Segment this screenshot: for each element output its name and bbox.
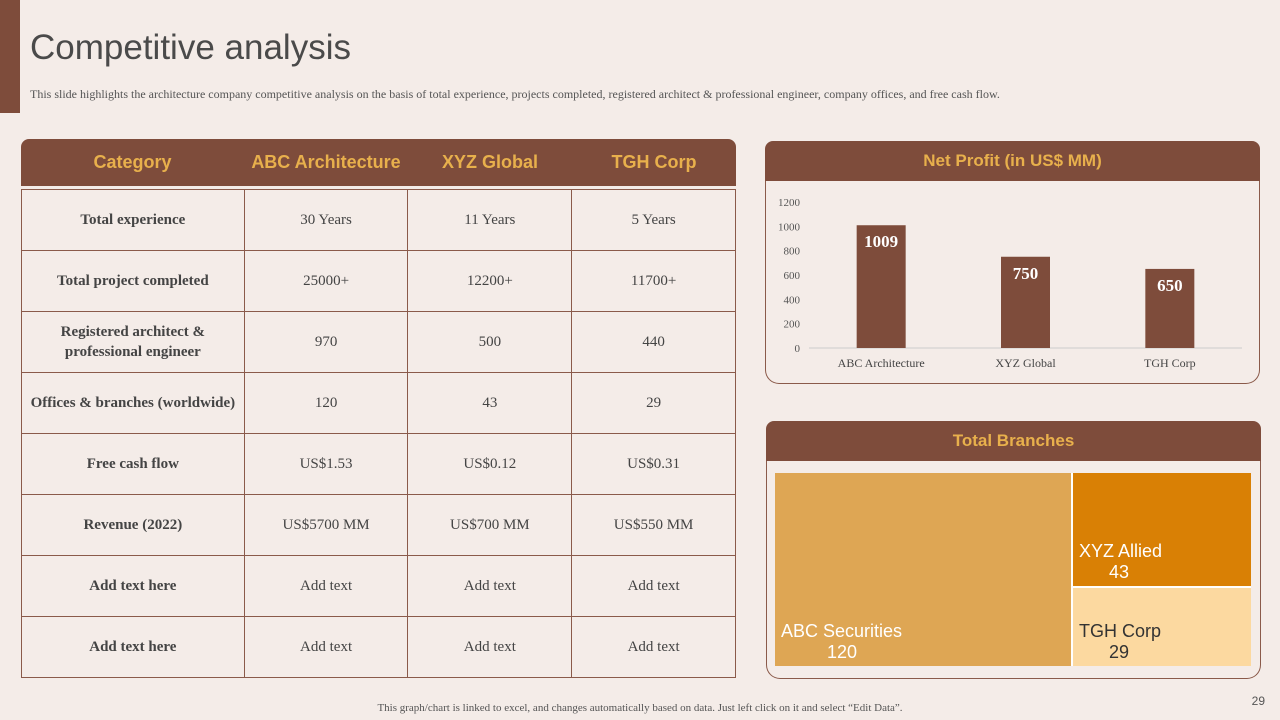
- table-row: Registered architect & professional engi…: [22, 311, 735, 372]
- treemap-cell: XYZ Allied 43: [1073, 473, 1251, 588]
- row-label: Registered architect & professional engi…: [60, 324, 206, 360]
- table-cell: Add text: [571, 617, 735, 677]
- page-number: 29: [1251, 694, 1265, 708]
- row-label: Offices & branches (worldwide): [30, 395, 236, 411]
- table-cell: Add text: [243, 617, 408, 677]
- table-cell: US$5700 MM: [243, 495, 408, 555]
- table-cell: 11 Years: [407, 190, 571, 250]
- net-profit-panel: [765, 181, 1260, 384]
- table-cell: 440: [571, 312, 735, 372]
- treemap-cell: ABC Securities 120: [775, 473, 1073, 666]
- footer-note: This graph/chart is linked to excel, and…: [377, 702, 903, 714]
- table-cell: 12200+: [407, 251, 571, 311]
- page-title: Competitive analysis: [30, 28, 351, 67]
- page-subtitle: This slide highlights the architecture c…: [30, 87, 1000, 101]
- table-cell: 500: [407, 312, 571, 372]
- net-profit-header: Net Profit (in US$ MM): [765, 141, 1260, 181]
- treemap-label: TGH Corp: [1079, 621, 1162, 641]
- comparison-table: Category ABC Architecture XYZ Global TGH…: [21, 139, 736, 681]
- y-tick-label: 200: [784, 319, 801, 331]
- treemap-value: 29: [1109, 642, 1130, 662]
- table-cell: US$700 MM: [407, 495, 571, 555]
- table-cell: Add text: [407, 617, 571, 677]
- total-branches-header: Total Branches: [766, 421, 1261, 461]
- table-row: Total project completed 25000+ 12200+ 11…: [22, 250, 735, 311]
- table-cell: 970: [243, 312, 408, 372]
- bar-data-label: 750: [1013, 264, 1039, 283]
- table-cell: Add text: [243, 556, 408, 616]
- table-cell: Add text: [407, 556, 571, 616]
- bar: [1145, 268, 1195, 348]
- table-cell: US$0.31: [571, 434, 735, 494]
- bar: [856, 225, 906, 348]
- bar-data-label: 650: [1157, 276, 1183, 295]
- table-row: Revenue (2022) US$5700 MM US$700 MM US$5…: [22, 494, 735, 555]
- table-cell: 30 Years: [243, 190, 408, 250]
- header-cell: ABC Architecture: [251, 152, 401, 172]
- table-cell: 120: [243, 373, 408, 433]
- net-profit-bar-chart: 0 200 400 600 800 1000 1200 1009 ABC Architectur…: [778, 197, 1242, 370]
- table-cell: US$0.12: [407, 434, 571, 494]
- table-cell: 11700+: [571, 251, 735, 311]
- header-cell: Category: [93, 152, 172, 172]
- header-cell: XYZ Global: [441, 152, 538, 172]
- treemap-cell: TGH Corp 29: [1073, 588, 1251, 666]
- row-label: Revenue (2022): [83, 517, 183, 533]
- table-header: Category ABC Architecture XYZ Global TGH…: [21, 139, 736, 189]
- treemap-value: 120: [827, 642, 858, 662]
- table-row: Free cash flow US$1.53 US$0.12 US$0.31: [22, 433, 735, 494]
- y-tick-label: 600: [784, 270, 801, 282]
- row-label: Add text here: [89, 578, 177, 594]
- treemap-label: XYZ Allied: [1079, 541, 1163, 561]
- accent-bar: [0, 0, 20, 113]
- y-tick-label: 400: [784, 294, 801, 306]
- row-label: Total experience: [80, 212, 186, 228]
- total-branches-treemap: ABC Securities 120 XYZ Allied 43 TGH Corp 29: [775, 473, 1251, 666]
- y-tick-label: 800: [784, 246, 801, 258]
- table-cell: 29: [571, 373, 735, 433]
- header-cell: TGH Corp: [611, 152, 697, 172]
- bar-data-label: 1009: [864, 232, 898, 251]
- row-label: Total project completed: [57, 273, 209, 289]
- x-tick-label: TGH Corp: [1144, 356, 1196, 370]
- table-row: Total experience 30 Years 11 Years 5 Yea…: [22, 189, 735, 250]
- table-body: Total experience 30 Years 11 Years 5 Yea…: [21, 189, 736, 678]
- table-cell: US$550 MM: [571, 495, 735, 555]
- table-row: Add text here Add text Add text Add text: [22, 616, 735, 677]
- treemap-value: 43: [1109, 562, 1130, 582]
- table-cell: Add text: [571, 556, 735, 616]
- treemap-label: ABC Securities: [781, 621, 903, 641]
- table-cell: 5 Years: [571, 190, 735, 250]
- x-tick-label: XYZ Global: [995, 356, 1056, 370]
- row-label: Add text here: [89, 639, 177, 655]
- table-row: Add text here Add text Add text Add text: [22, 555, 735, 616]
- bar: [1001, 256, 1050, 348]
- total-branches-panel: [766, 461, 1261, 679]
- table-cell: 25000+: [243, 251, 408, 311]
- y-tick-label: 1000: [778, 221, 801, 233]
- x-tick-label: ABC Architecture: [838, 356, 925, 370]
- row-label: Free cash flow: [86, 456, 179, 472]
- y-tick-label: 1200: [778, 197, 801, 209]
- table-cell: 43: [407, 373, 571, 433]
- table-cell: US$1.53: [243, 434, 408, 494]
- table-row: Offices & branches (worldwide) 120 43 29: [22, 372, 735, 433]
- y-tick-label: 0: [795, 343, 801, 355]
